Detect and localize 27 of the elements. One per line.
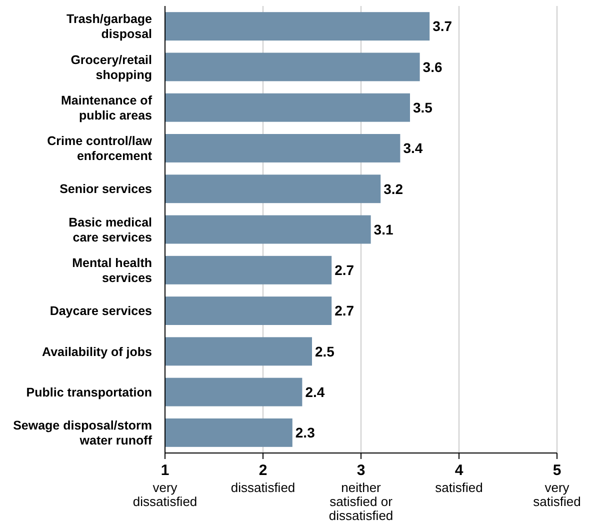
x-tick-label: 4 satisfied <box>435 462 483 495</box>
x-tick-label: 3 neither satisfied or dissatisfied <box>328 462 394 523</box>
y-tick-label: Grocery/retail shopping <box>70 52 152 82</box>
y-tick-label: Basic medical care services <box>68 215 152 244</box>
data-label: 2.4 <box>305 384 325 400</box>
y-tick-label: Mental health services <box>72 256 152 286</box>
data-label: 3.6 <box>422 58 442 75</box>
y-tick-label: Trash/garbage disposal <box>66 12 152 42</box>
y-tick-label: Availability of jobs <box>42 344 152 359</box>
y-tick-label: Crime control/law enforcement <box>47 134 153 164</box>
y-tick-label: Public transportation <box>26 385 152 400</box>
x-tick-label: 1 very dissatisfied <box>132 462 198 509</box>
data-label: 3.1 <box>374 221 394 238</box>
y-tick-label: Sewage disposal/storm water runoff <box>13 418 153 448</box>
data-label: 3.2 <box>384 180 404 197</box>
data-label: 2.5 <box>315 343 335 360</box>
x-tick-label: 2 dissatisfied <box>230 462 296 495</box>
data-label: 3.4 <box>403 140 423 156</box>
data-label: 2.3 <box>295 424 316 441</box>
x-tick-label: 5 very satisfied <box>533 462 581 509</box>
y-tick-label: Daycare services <box>50 304 152 318</box>
data-label: 3.5 <box>413 99 433 116</box>
y-tick-label: Senior services <box>60 182 152 196</box>
data-label: 2.7 <box>334 302 354 319</box>
data-label: 3.7 <box>432 18 452 34</box>
y-tick-label: Maintenance of public areas <box>61 93 153 122</box>
data-label: 2.7 <box>334 262 354 278</box>
